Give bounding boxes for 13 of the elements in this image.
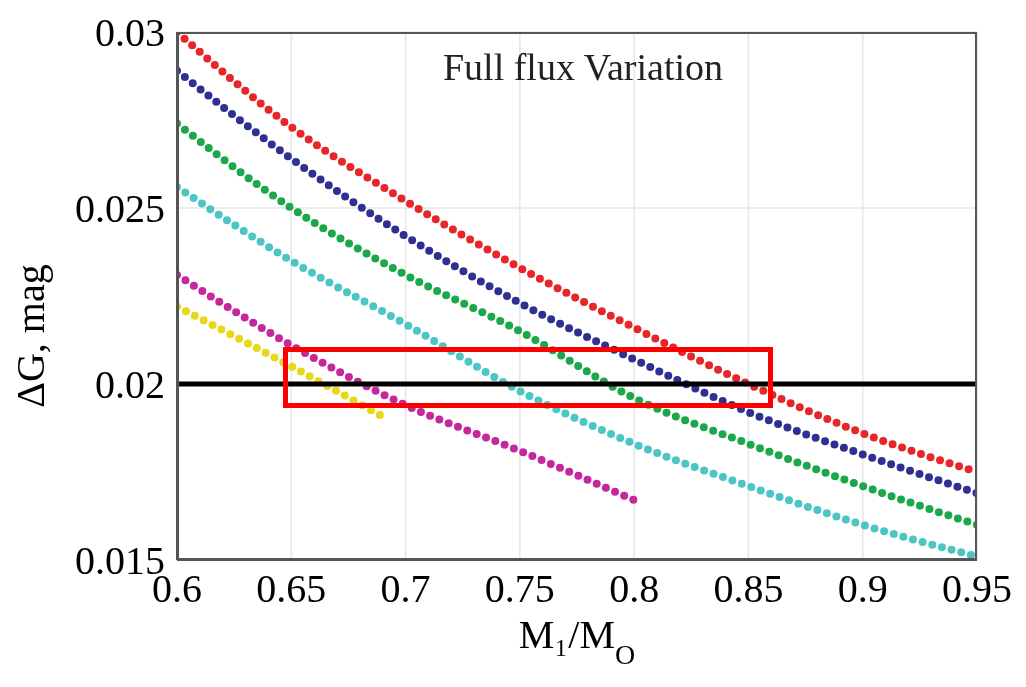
y-tick-label: 0.03	[95, 10, 165, 56]
y-axis-title: ΔG, mag	[8, 264, 53, 408]
x-tick-label: 0.85	[713, 566, 784, 612]
x-tick-label: 0.65	[256, 566, 327, 612]
x-tick-label: 0.8	[609, 566, 660, 612]
chart-title: Full flux Variation	[442, 46, 724, 88]
x-axis-title: M₁/M$_{O}$	[518, 612, 636, 670]
x-tick-label: 0.9	[837, 566, 888, 612]
y-tick-label: 0.02	[95, 362, 165, 408]
y-tick-label: 0.025	[75, 186, 165, 232]
x-tick-label: 0.7	[380, 566, 431, 612]
x-tick-label: 0.95	[942, 566, 1012, 612]
x-tick-label: 0.75	[484, 566, 555, 612]
